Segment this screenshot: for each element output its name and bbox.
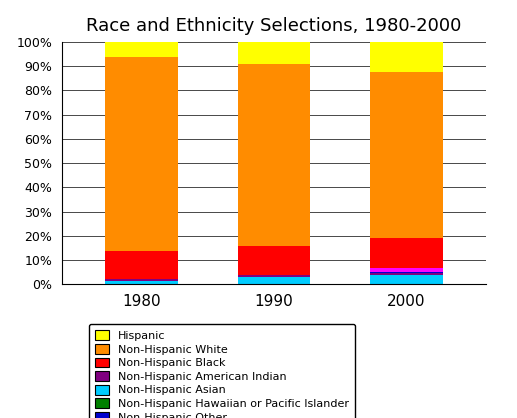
Bar (238, 246, 310, 275)
Bar (370, 42, 443, 72)
Bar (370, 72, 443, 238)
Bar (370, 273, 443, 275)
Bar (105, 57, 178, 251)
Bar (105, 280, 178, 284)
Bar (370, 275, 443, 284)
Bar (370, 268, 443, 272)
Bar (238, 64, 310, 246)
Bar (238, 277, 310, 284)
Bar (105, 279, 178, 280)
Bar (370, 238, 443, 268)
Bar (370, 272, 443, 273)
Bar (238, 275, 310, 277)
Bar (238, 42, 310, 64)
Bar (105, 42, 178, 57)
Title: Race and Ethnicity Selections, 1980-2000: Race and Ethnicity Selections, 1980-2000 (86, 17, 462, 35)
Legend: Hispanic, Non-Hispanic White, Non-Hispanic Black, Non-Hispanic American Indian, : Hispanic, Non-Hispanic White, Non-Hispan… (89, 324, 355, 418)
Bar (105, 251, 178, 279)
